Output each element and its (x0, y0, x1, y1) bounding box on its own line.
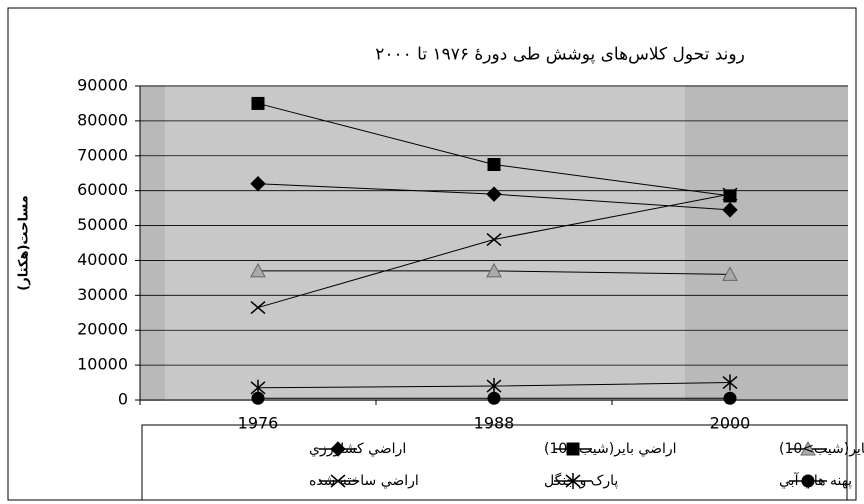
marker (488, 159, 500, 171)
marker (724, 392, 736, 404)
y-tick-label: 40000 (77, 250, 128, 269)
marker (252, 97, 264, 109)
y-axis-label: مساحت(هکتار) (17, 195, 32, 290)
page: روند تحول کلاس‌های پوشش طی دورهٔ ۱۹۷۶ تا… (0, 0, 864, 504)
marker (724, 190, 736, 202)
y-tick-label: 0 (118, 390, 128, 409)
legend-label: اراضي باير(شيب>10) (779, 441, 864, 457)
legend (142, 425, 847, 500)
y-tick-label: 80000 (77, 110, 128, 129)
x-tick-label: 1988 (474, 414, 515, 433)
x-tick-label: 1976 (238, 414, 279, 433)
marker (252, 392, 264, 404)
legend-label: اراضي ساخته شده (309, 473, 419, 489)
y-tick-label: 20000 (77, 320, 128, 339)
marker (488, 392, 500, 404)
x-tick-label: 2000 (710, 414, 751, 433)
legend-label: اراضي كشاورزي (309, 441, 406, 457)
chart-title: روند تحول کلاس‌های پوشش طی دورهٔ ۱۹۷۶ تا… (375, 45, 745, 65)
y-tick-label: 60000 (77, 180, 128, 199)
y-tick-label: 90000 (77, 76, 128, 95)
y-tick-label: 10000 (77, 355, 128, 374)
chart: روند تحول کلاس‌های پوشش طی دورهٔ ۱۹۷۶ تا… (0, 0, 864, 504)
y-tick-label: 70000 (77, 145, 128, 164)
plot-band (165, 85, 685, 401)
y-tick-label: 30000 (77, 285, 128, 304)
legend-label: اراضي باير(شيب<10) (544, 441, 677, 457)
legend-label: پارک و جنگل (544, 472, 618, 489)
legend-label: پهنه هاي آبي (779, 472, 852, 489)
y-tick-label: 50000 (77, 215, 128, 234)
